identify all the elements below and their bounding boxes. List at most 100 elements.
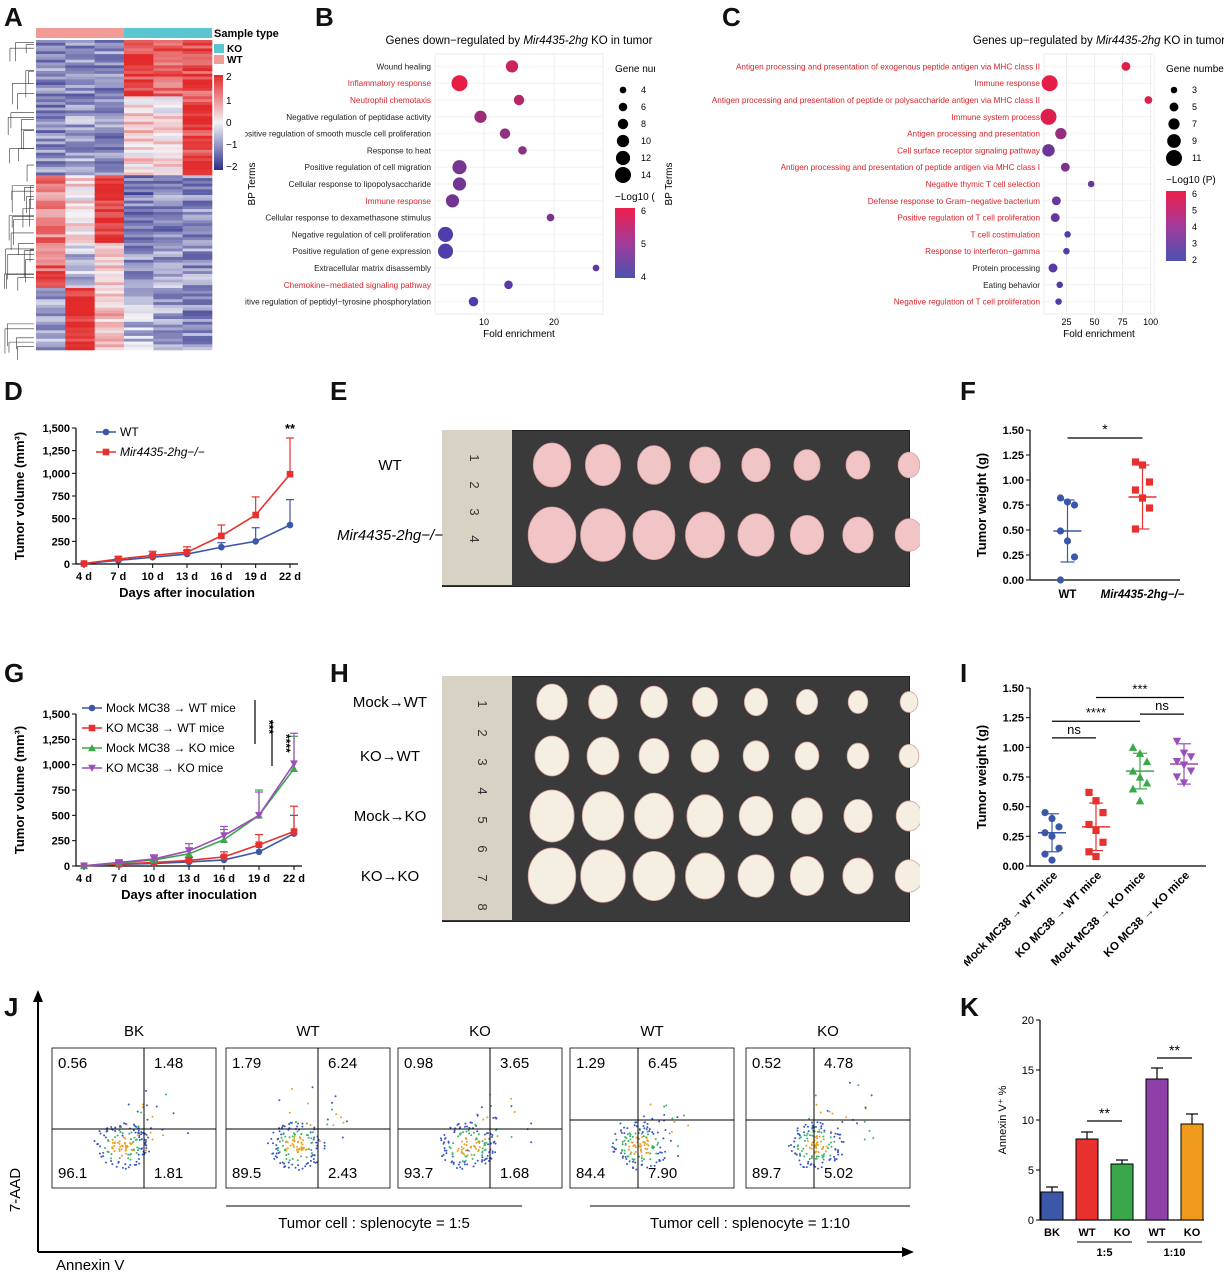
flow-event — [631, 1166, 634, 1169]
data-point — [115, 859, 123, 867]
flow-event — [130, 1148, 133, 1151]
heatmap-cell — [153, 141, 183, 145]
heatmap-cell — [65, 262, 95, 266]
bubble-point — [504, 280, 513, 290]
flow-event — [816, 1137, 819, 1140]
heatmap-cell — [182, 135, 213, 139]
flow-event — [829, 1154, 832, 1157]
heatmap-cell — [182, 268, 213, 272]
heatmap-cell — [182, 99, 213, 103]
heatmap-cell — [94, 40, 125, 44]
heatmap-cell — [65, 104, 95, 108]
y-axis-label: BP Terms — [247, 163, 258, 206]
heatmap-cell — [153, 116, 183, 120]
flow-event — [275, 1148, 278, 1151]
heatmap-cell — [124, 211, 154, 216]
flow-event — [611, 1145, 614, 1148]
flow-event — [144, 1132, 147, 1135]
term-label: Negative regulation of cell proliferatio… — [292, 230, 432, 239]
heatmap-cell — [153, 234, 183, 238]
flow-event — [113, 1150, 116, 1153]
size-legend-label: 5 — [1192, 102, 1197, 112]
heatmap-cell — [94, 56, 125, 61]
data-point — [1041, 829, 1049, 837]
flow-event — [821, 1154, 824, 1157]
heatmap-cell — [124, 341, 154, 345]
flow-event — [510, 1097, 513, 1100]
flow-event — [868, 1129, 871, 1132]
tick-label: 16 d — [213, 873, 235, 885]
flow-event — [513, 1111, 516, 1114]
ratio-label: Tumor cell : splenocyte = 1:5 — [278, 1215, 470, 1232]
flow-event — [625, 1137, 628, 1140]
data-point — [1063, 498, 1072, 506]
heatmap-cell — [153, 118, 183, 123]
flow-event — [147, 1136, 150, 1139]
flow-event — [279, 1162, 282, 1165]
y-axis-label: Annexin V⁺ % — [997, 1085, 1009, 1154]
heatmap-cell — [36, 307, 66, 311]
flow-event — [444, 1159, 447, 1162]
flow-event — [468, 1132, 471, 1135]
flow-event — [639, 1145, 642, 1148]
flow-event — [342, 1121, 345, 1124]
flow-event — [291, 1087, 294, 1090]
flow-event — [614, 1132, 617, 1135]
heatmap-cell — [182, 282, 213, 286]
flow-event — [149, 1131, 152, 1134]
heatmap-cell — [153, 59, 183, 63]
group-label: 1:10 — [1163, 1247, 1185, 1259]
heatmap-cell — [182, 299, 213, 303]
color-tick: 6 — [641, 206, 646, 216]
dendrogram-branch — [25, 44, 34, 54]
flow-event — [283, 1125, 286, 1128]
heatmap-cell — [36, 71, 66, 75]
heatmap-cell — [65, 85, 95, 89]
heatmap-cell — [153, 135, 183, 139]
flow-event — [295, 1125, 298, 1128]
tick-label: 1,250 — [42, 446, 70, 458]
heatmap-cell — [124, 293, 154, 297]
size-legend-label: 8 — [641, 119, 646, 129]
flow-event — [135, 1160, 138, 1163]
tick-label: 7 d — [111, 873, 127, 885]
heatmap-cell — [153, 335, 183, 340]
flow-event — [313, 1136, 316, 1139]
heatmap-cell — [182, 254, 213, 258]
data-point — [1041, 850, 1049, 858]
flow-event — [799, 1136, 802, 1139]
flow-event — [833, 1135, 836, 1138]
heatmap-cell — [124, 214, 154, 218]
flow-event — [110, 1157, 113, 1160]
heatmap-cell — [124, 186, 154, 190]
data-point — [286, 470, 294, 478]
heatmap-cell — [124, 242, 154, 247]
flow-event — [310, 1155, 313, 1158]
term-label: Wound healing — [377, 62, 432, 71]
tick-label: 1.00 — [1003, 475, 1024, 487]
flow-event — [821, 1161, 824, 1164]
dendrogram-branch — [17, 93, 34, 110]
flow-event — [645, 1136, 648, 1139]
flow-event — [453, 1129, 456, 1132]
flow-event — [806, 1162, 809, 1165]
heatmap-cell — [94, 42, 125, 46]
panel-e-tumor-photo — [442, 430, 910, 587]
heatmap-cell — [182, 200, 213, 204]
heatmap-cell — [124, 234, 154, 238]
heatmap-cell — [153, 180, 183, 185]
dendrogram-branch — [18, 243, 34, 256]
tumor — [738, 795, 774, 837]
flow-event — [297, 1122, 300, 1125]
tick-label: 10 — [479, 317, 489, 327]
flow-event — [623, 1126, 626, 1129]
heatmap-cell — [36, 333, 66, 337]
bubble-point — [1087, 180, 1095, 188]
heatmap-cell — [182, 273, 213, 278]
ruler-number: 3 — [467, 508, 482, 515]
flow-event — [817, 1155, 820, 1158]
size-legend-label: 14 — [641, 170, 651, 180]
flow-event — [144, 1138, 147, 1141]
heatmap-cell — [36, 116, 66, 120]
flow-event — [461, 1160, 464, 1163]
